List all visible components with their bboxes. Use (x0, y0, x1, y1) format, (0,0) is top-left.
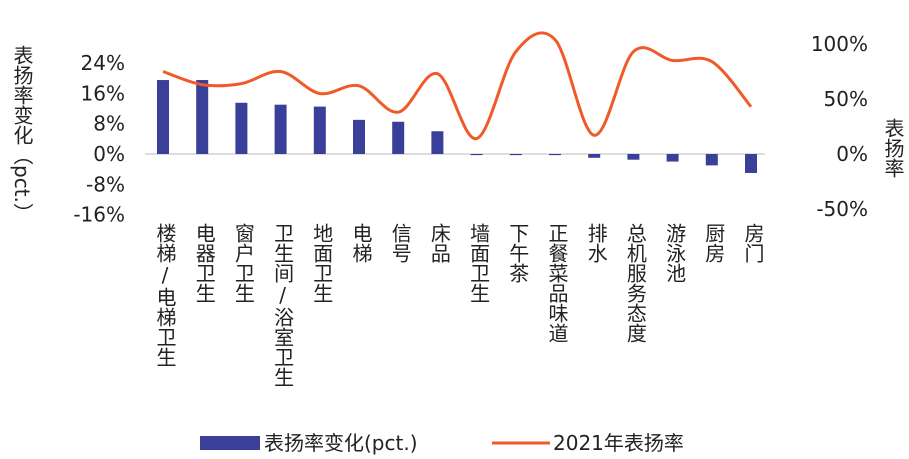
category-label: 电器卫生 (192, 223, 216, 303)
left-tick-label: -8% (86, 172, 125, 196)
left-axis-title-text: 表扬率变化（pct.） (10, 45, 34, 223)
category-label: 游泳池 (663, 223, 687, 283)
category-label: 墙面卫生 (467, 223, 491, 303)
legend-line-label: 2021年表扬率 (553, 431, 684, 455)
category-label: 正餐菜品味道 (545, 223, 569, 343)
bar (666, 154, 679, 162)
category-label: 厨房 (702, 223, 726, 263)
legend: 表扬率变化(pct.) 2021年表扬率 (200, 431, 684, 455)
category-labels: 楼梯/电梯卫生 电器卫生 窗户卫生 卫生间/浴室卫生 地面卫生 电梯 信号 床品 墙面卫生 下午茶… (153, 223, 765, 387)
right-tick-label: -50% (816, 197, 868, 221)
bar (274, 104, 287, 154)
left-tick-label: 24% (81, 51, 125, 75)
series-line (162, 31, 753, 141)
right-axis-title: 表扬率 (881, 118, 905, 178)
category-label: 排水 (584, 223, 608, 263)
left-tick-label: 8% (93, 112, 125, 136)
bar (470, 154, 483, 156)
left-axis-ticks: 24% 16% 8% 0% -8% -16% (73, 51, 125, 227)
bar (705, 154, 718, 166)
category-label: 窗户卫生 (231, 223, 255, 303)
right-tick-label: 0% (836, 142, 868, 166)
right-axis-title-text: 表扬率 (881, 118, 905, 178)
category-label: 地面卫生 (310, 223, 334, 303)
bar (745, 154, 757, 173)
category-label: 房门 (741, 223, 765, 263)
line-series-2021 (162, 31, 753, 141)
bar (549, 154, 561, 156)
right-tick-label: 100% (811, 32, 868, 56)
bar (353, 119, 365, 154)
bar (196, 80, 209, 154)
bar (235, 102, 248, 154)
category-label: 信号 (388, 223, 412, 263)
left-axis-title: 表扬率变化（pct.） (10, 45, 34, 223)
category-label: 电梯 (349, 223, 373, 263)
category-label: 楼梯/电梯卫生 (153, 223, 177, 367)
bar (392, 121, 405, 154)
bar (588, 154, 601, 158)
legend-bar-swatch (200, 436, 260, 450)
left-tick-label: -16% (73, 203, 125, 227)
category-label: 下午茶 (506, 223, 530, 283)
bars (157, 80, 757, 173)
bar (313, 106, 326, 154)
bar (509, 154, 522, 156)
category-label: 床品 (427, 223, 451, 263)
legend-bar-label: 表扬率变化(pct.) (264, 431, 418, 455)
category-label: 总机服务态度 (623, 223, 647, 343)
bar (157, 80, 169, 154)
left-tick-label: 16% (81, 81, 125, 105)
right-axis-ticks: 100% 50% 0% -50% (811, 32, 868, 221)
bar (627, 154, 640, 160)
bar (431, 131, 444, 154)
right-tick-label: 50% (824, 87, 868, 111)
left-tick-label: 0% (93, 142, 125, 166)
category-label: 卫生间/浴室卫生 (271, 223, 295, 387)
